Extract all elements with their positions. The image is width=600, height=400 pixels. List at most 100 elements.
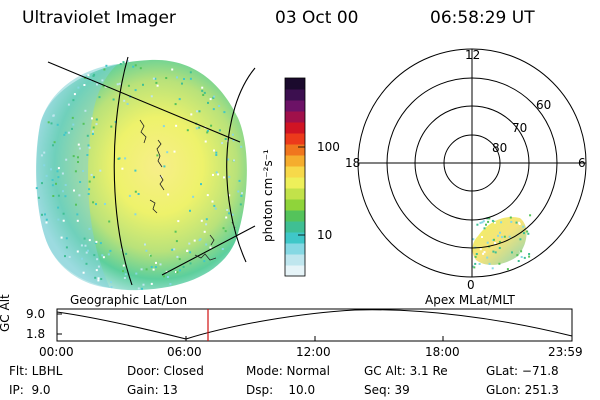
noise-speckle <box>150 282 153 285</box>
noise-speckle <box>213 149 215 152</box>
noise-speckle <box>202 94 205 96</box>
date-label: 03 Oct 00 <box>275 8 359 28</box>
oval-speckle <box>503 235 506 238</box>
noise-speckle <box>102 85 105 88</box>
noise-speckle <box>62 212 65 215</box>
oval-speckle <box>481 269 484 272</box>
noise-speckle <box>77 86 80 89</box>
time-label: 06:58:29 UT <box>430 8 535 28</box>
noise-speckle <box>57 167 60 170</box>
noise-speckle <box>201 89 204 92</box>
noise-speckle <box>84 244 87 247</box>
noise-speckle <box>150 266 153 268</box>
oval-speckle <box>501 236 503 239</box>
oval-speckle <box>474 255 477 258</box>
mode-readout: Mode: Normal <box>246 364 330 378</box>
noise-speckle <box>95 203 97 206</box>
noise-speckle <box>201 86 204 89</box>
noise-speckle <box>238 179 241 182</box>
noise-speckle <box>65 237 68 240</box>
noise-speckle <box>101 79 104 82</box>
noise-speckle <box>92 130 94 133</box>
noise-speckle <box>92 126 95 129</box>
noise-speckle <box>87 193 90 195</box>
polar-grid <box>357 48 587 278</box>
time-tick-0000: 00:00 <box>39 345 74 359</box>
colorbar-band <box>285 254 305 266</box>
noise-speckle <box>88 146 91 149</box>
oval-speckle <box>524 261 527 263</box>
glat-readout: GLat: −71.8 <box>486 364 559 378</box>
noise-speckle <box>118 157 121 160</box>
filter-readout: Flt: LBHL <box>9 364 63 378</box>
noise-speckle <box>127 84 130 87</box>
noise-speckle <box>222 227 225 230</box>
noise-speckle <box>189 251 192 254</box>
altitude-ticks <box>56 313 573 341</box>
noise-speckle <box>61 172 64 175</box>
noise-speckle <box>97 279 100 282</box>
noise-speckle <box>64 195 67 198</box>
colorbar-band <box>285 111 305 123</box>
noise-speckle <box>150 95 153 98</box>
noise-speckle <box>101 254 104 257</box>
colorbar-band <box>285 100 305 112</box>
noise-speckle <box>134 89 137 92</box>
noise-speckle <box>203 260 206 263</box>
noise-speckle <box>198 126 201 129</box>
noise-speckle <box>87 74 90 77</box>
noise-speckle <box>73 93 76 96</box>
noise-speckle <box>205 218 208 221</box>
noise-speckle <box>182 265 185 268</box>
oval-speckle <box>472 238 475 241</box>
noise-speckle <box>51 184 54 187</box>
noise-speckle <box>173 248 176 251</box>
time-tick-2359: 23:59 <box>548 345 583 359</box>
noise-speckle <box>240 194 243 197</box>
lat-label-60: 60 <box>536 98 552 112</box>
oval-speckle <box>504 266 507 269</box>
noise-speckle <box>110 286 113 289</box>
oval-speckle <box>485 223 487 226</box>
noise-speckle <box>200 219 203 222</box>
noise-speckle <box>63 133 66 136</box>
noise-speckle <box>128 194 131 197</box>
noise-speckle <box>84 109 87 112</box>
lat-label-80: 80 <box>492 141 508 155</box>
noise-speckle <box>175 240 178 243</box>
noise-speckle <box>186 129 189 132</box>
oval-speckle <box>476 223 479 226</box>
noise-speckle <box>171 68 174 71</box>
noise-speckle <box>60 236 63 239</box>
noise-speckle <box>186 249 189 252</box>
noise-speckle <box>209 246 212 249</box>
noise-speckle <box>165 77 168 79</box>
gc-alt-readout: GC Alt: 3.1 Re <box>364 364 448 378</box>
oval-speckle <box>488 217 491 220</box>
noise-speckle <box>86 154 89 156</box>
oval-speckle <box>493 238 495 241</box>
noise-speckle <box>226 209 229 211</box>
noise-speckle <box>213 95 216 98</box>
noise-speckle <box>43 151 46 154</box>
noise-speckle <box>233 159 235 162</box>
ip-readout: IP: 9.0 <box>9 383 51 397</box>
noise-speckle <box>137 287 140 290</box>
noise-speckle <box>203 91 206 94</box>
noise-speckle <box>75 203 77 206</box>
noise-speckle <box>126 102 129 105</box>
noise-speckle <box>81 257 83 260</box>
noise-speckle <box>97 277 100 280</box>
oval-speckle <box>519 269 522 272</box>
noise-speckle <box>145 268 148 271</box>
noise-speckle <box>189 209 191 212</box>
noise-speckle <box>175 124 178 127</box>
noise-speckle <box>213 204 216 207</box>
noise-speckle <box>45 218 48 221</box>
noise-speckle <box>206 131 209 134</box>
noise-speckle <box>82 271 85 274</box>
noise-speckle <box>174 230 177 233</box>
noise-speckle <box>159 263 162 266</box>
noise-speckle <box>85 251 88 254</box>
noise-speckle <box>149 254 152 257</box>
